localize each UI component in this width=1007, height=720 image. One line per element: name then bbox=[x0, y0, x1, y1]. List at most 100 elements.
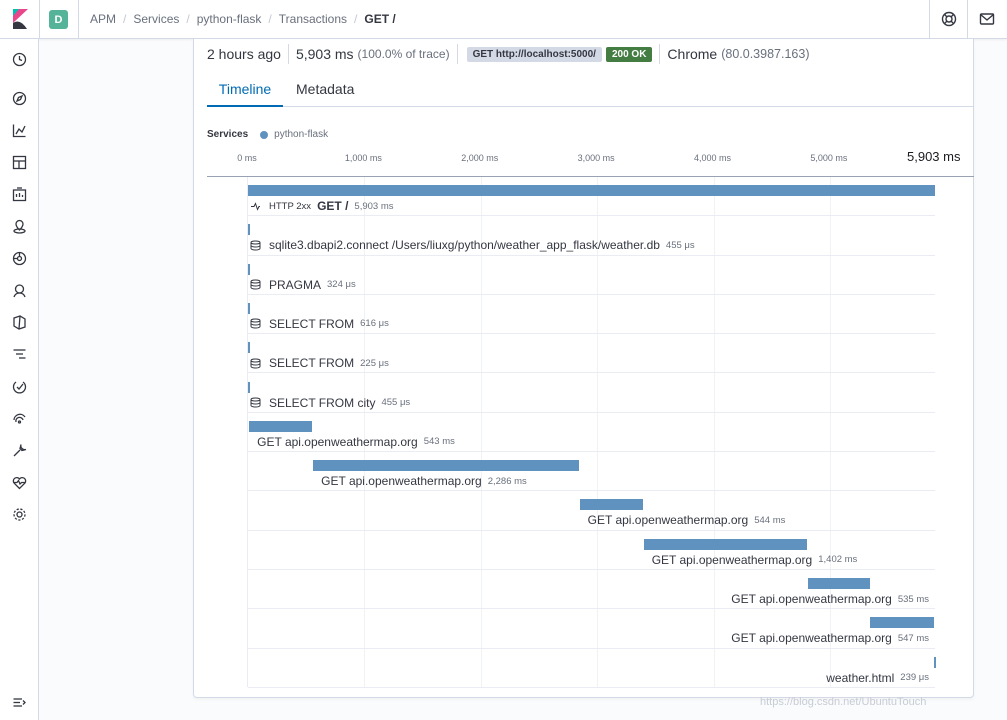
waterfall-row[interactable]: SELECT FROM 225 μs bbox=[248, 334, 935, 374]
kibana-logo-icon[interactable] bbox=[10, 9, 30, 29]
user-agent-version: (80.0.3987.163) bbox=[721, 47, 810, 61]
top-header-bar: D APM / Services / python-flask / Transa… bbox=[0, 0, 1007, 39]
apm-icon[interactable] bbox=[11, 346, 28, 363]
management-gear-icon[interactable] bbox=[11, 506, 28, 523]
waterfall-item-name: SELECT FROM bbox=[269, 316, 355, 331]
span-bar[interactable] bbox=[643, 538, 807, 550]
axis-tick-label: 0 ms bbox=[237, 153, 257, 163]
transaction-bar[interactable] bbox=[248, 185, 935, 196]
infrastructure-icon[interactable] bbox=[11, 282, 28, 299]
waterfall-item-label[interactable]: PRAGMA 324 μs bbox=[250, 278, 356, 292]
header-divider bbox=[929, 0, 930, 39]
waterfall-item-name: PRAGMA bbox=[269, 277, 322, 292]
span-bar[interactable] bbox=[248, 381, 251, 393]
database-icon bbox=[250, 318, 261, 329]
summary-divider bbox=[287, 44, 289, 64]
machine-learning-icon[interactable] bbox=[11, 250, 28, 267]
span-bar[interactable] bbox=[313, 460, 580, 472]
breadcrumb-separator: / bbox=[123, 12, 127, 26]
waterfall-item-label[interactable]: GET api.openweathermap.org 543 ms bbox=[257, 435, 455, 449]
space-avatar[interactable]: D bbox=[49, 10, 68, 29]
dev-tools-icon[interactable] bbox=[11, 442, 28, 459]
breadcrumb-services[interactable]: Services bbox=[133, 12, 180, 26]
waterfall-row[interactable]: GET api.openweathermap.org 1,402 ms bbox=[248, 531, 935, 570]
dashboard-icon[interactable] bbox=[11, 154, 28, 171]
breadcrumb-apm[interactable]: APM bbox=[90, 12, 117, 26]
waterfall-item-label[interactable]: SELECT FROM 225 μs bbox=[250, 356, 389, 370]
collapse-menu-icon[interactable] bbox=[11, 694, 28, 711]
waterfall-item-label[interactable]: GET api.openweathermap.org 1,402 ms bbox=[652, 553, 858, 567]
timeline-gridline bbox=[480, 177, 482, 687]
breadcrumb-transactions[interactable]: Transactions bbox=[278, 12, 348, 26]
transaction-summary: 2 hours ago 5,903 ms (100.0% of trace) G… bbox=[207, 44, 809, 64]
waterfall-item-label[interactable]: GET api.openweathermap.org 535 ms bbox=[731, 592, 929, 606]
span-bar[interactable] bbox=[248, 224, 250, 236]
waterfall-item-name: SELECT FROM bbox=[269, 356, 355, 371]
maps-icon[interactable] bbox=[11, 218, 28, 235]
span-bar[interactable] bbox=[248, 302, 251, 314]
request-url-badge: GET http://localhost:5000/ bbox=[466, 46, 602, 62]
waterfall-item-label[interactable]: weather.html 239 μs bbox=[826, 671, 929, 685]
waterfall-item-label[interactable]: GET api.openweathermap.org 544 ms bbox=[588, 513, 786, 527]
database-icon bbox=[250, 397, 261, 408]
service-legend-item[interactable]: python-flask bbox=[274, 129, 329, 140]
services-legend: Services python-flask bbox=[207, 129, 328, 140]
waterfall-item-label[interactable]: GET api.openweathermap.org 547 ms bbox=[731, 631, 929, 645]
breadcrumb-separator: / bbox=[354, 12, 358, 26]
database-icon bbox=[250, 358, 261, 369]
waterfall-row[interactable]: sqlite3.dbapi2.connect /Users/liuxg/pyth… bbox=[248, 216, 935, 256]
timeline-gridline bbox=[364, 177, 366, 687]
span-bar[interactable] bbox=[248, 263, 251, 275]
waterfall-item-label[interactable]: GET api.openweathermap.org 2,286 ms bbox=[321, 474, 527, 488]
help-icon[interactable] bbox=[940, 10, 958, 28]
transaction-duration: 5,903 ms bbox=[295, 46, 354, 62]
canvas-icon[interactable] bbox=[11, 186, 28, 203]
waterfall-item-duration: 455 μs bbox=[381, 397, 411, 408]
span-bar[interactable] bbox=[248, 342, 251, 354]
waterfall-row[interactable]: GET api.openweathermap.org 547 ms bbox=[248, 609, 935, 649]
waterfall-item-name: GET api.openweathermap.org bbox=[651, 552, 813, 567]
waterfall-item-duration: 455 μs bbox=[665, 239, 695, 251]
tab-metadata[interactable]: Metadata bbox=[296, 81, 355, 97]
waterfall-row[interactable]: HTTP 2xx GET / 5,903 ms bbox=[248, 177, 935, 217]
mail-icon[interactable] bbox=[978, 10, 996, 28]
waterfall-item-label[interactable]: sqlite3.dbapi2.connect /Users/liuxg/pyth… bbox=[250, 238, 695, 252]
breadcrumb-service[interactable]: python-flask bbox=[196, 12, 262, 26]
timeline-gridline bbox=[713, 177, 715, 687]
tab-timeline[interactable]: Timeline bbox=[207, 81, 283, 107]
waterfall-row[interactable]: GET api.openweathermap.org 544 ms bbox=[248, 491, 935, 531]
stack-monitoring-icon[interactable] bbox=[11, 474, 28, 491]
waterfall-row[interactable]: weather.html 239 μs bbox=[248, 649, 936, 688]
waterfall-item-duration: 239 μs bbox=[900, 672, 929, 684]
waterfall-item-label[interactable]: HTTP 2xx GET / 5,903 ms bbox=[250, 199, 393, 213]
span-bar[interactable] bbox=[807, 578, 871, 589]
header-divider bbox=[967, 0, 968, 39]
recently-viewed-icon[interactable] bbox=[11, 51, 28, 68]
waterfall-row[interactable]: PRAGMA 324 μs bbox=[248, 256, 935, 295]
waterfall-item-label[interactable]: SELECT FROM 616 μs bbox=[250, 317, 389, 331]
waterfall-item-duration: 543 ms bbox=[423, 436, 455, 448]
span-bar[interactable] bbox=[933, 656, 936, 668]
waterfall-item-duration: 5,903 ms bbox=[354, 200, 394, 212]
waterfall-item-duration: 616 μs bbox=[360, 318, 389, 330]
waterfall-row[interactable]: GET api.openweathermap.org 535 ms bbox=[248, 570, 935, 610]
timeline-gridline bbox=[597, 177, 599, 687]
waterfall-row[interactable]: GET api.openweathermap.org 543 ms bbox=[248, 413, 935, 453]
summary-divider bbox=[456, 44, 458, 64]
visualize-icon[interactable] bbox=[11, 122, 28, 139]
axis-baseline bbox=[207, 176, 974, 177]
service-color-dot bbox=[260, 130, 269, 139]
waterfall-row[interactable]: GET api.openweathermap.org 2,286 ms bbox=[248, 452, 935, 492]
span-bar[interactable] bbox=[249, 420, 313, 432]
discover-icon[interactable] bbox=[11, 90, 28, 107]
siem-icon[interactable] bbox=[11, 410, 28, 427]
span-bar[interactable] bbox=[870, 617, 934, 629]
waterfall-item-label[interactable]: SELECT FROM city 455 μs bbox=[250, 396, 410, 410]
breadcrumb-current: GET / bbox=[364, 12, 396, 26]
waterfall-row[interactable]: SELECT FROM city 455 μs bbox=[248, 374, 935, 413]
uptime-icon[interactable] bbox=[11, 378, 28, 395]
logs-icon[interactable] bbox=[11, 314, 28, 331]
span-bar[interactable] bbox=[579, 499, 643, 511]
waterfall-row[interactable]: SELECT FROM 616 μs bbox=[248, 295, 935, 335]
database-icon bbox=[250, 240, 261, 251]
